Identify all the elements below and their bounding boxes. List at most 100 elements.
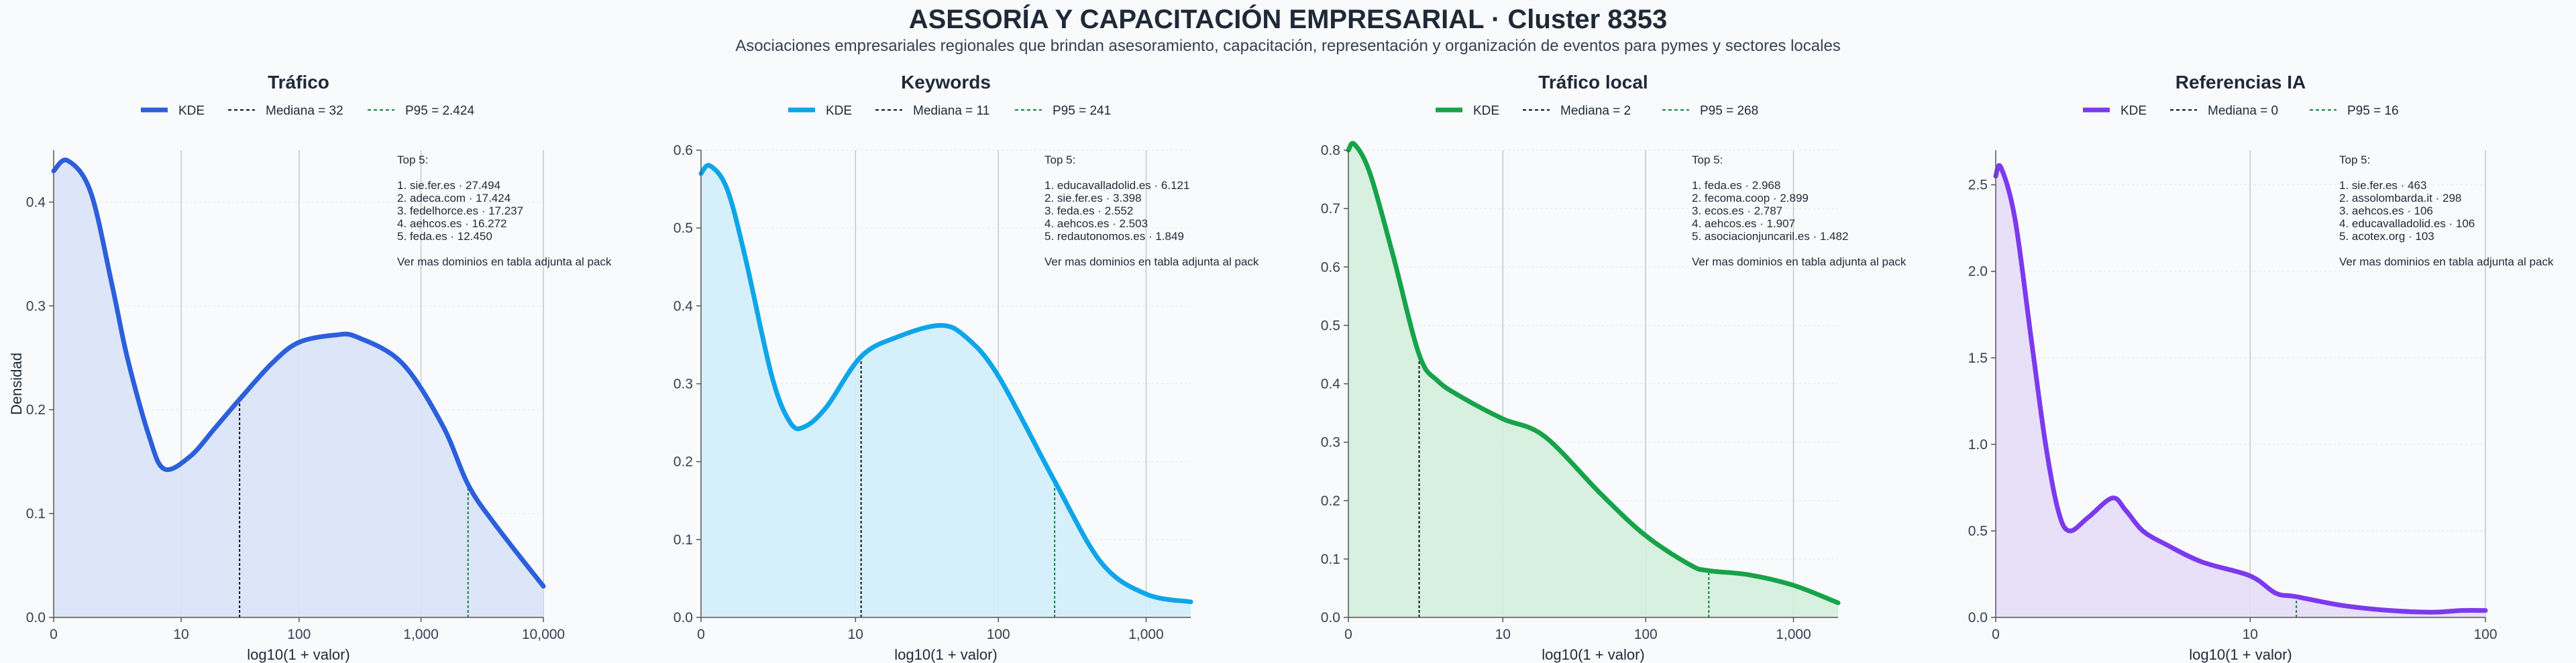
- x-axis-label: log10(1 + valor): [1542, 646, 1644, 663]
- figure-subtitle: Asociaciones empresariales regionales qu…: [735, 37, 1841, 55]
- legend-label-p95: P95 = 241: [1053, 104, 1111, 118]
- y-tick-label: 0.3: [1321, 435, 1340, 450]
- panel-title: Tráfico local: [1538, 72, 1648, 93]
- x-tick-label: 0: [50, 627, 58, 642]
- x-axis-label: log10(1 + valor): [2189, 646, 2292, 663]
- x-tick-label: 10: [2243, 627, 2258, 642]
- y-tick-label: 0.2: [674, 455, 693, 470]
- annotation-item: 1. sie.fer.es · 27.494: [397, 179, 500, 192]
- figure-title: ASESORÍA Y CAPACITACIÓN EMPRESARIAL · Cl…: [909, 3, 1668, 34]
- annotation-item: 2. fecoma.coop · 2.899: [1692, 192, 1809, 204]
- y-tick-label: 2.5: [1968, 178, 1988, 193]
- panel-4: Referencias IA KDE Mediana = 0 P95 = 16 0.0 0…: [1968, 72, 2554, 663]
- annotation-item: 1. sie.fer.es · 463: [2339, 179, 2426, 192]
- annotation-item: 5. acotex.org · 103: [2339, 230, 2434, 243]
- y-tick-label: 1.5: [1968, 351, 1988, 366]
- x-tick-label: 10: [848, 627, 863, 642]
- y-tick-label: 0.0: [1321, 610, 1340, 625]
- annotation-footer: Ver mas dominios en tabla adjunta al pac…: [2339, 255, 2554, 268]
- y-tick-label: 0.4: [1321, 377, 1341, 392]
- kde-area: [1996, 165, 2485, 618]
- annotation-item: 3. aehcos.es · 106: [2339, 204, 2433, 217]
- annotation-title: Top 5:: [1692, 154, 1723, 166]
- annotation-item: 2. assolombarda.it · 298: [2339, 192, 2461, 204]
- y-tick-label: 2.0: [1968, 264, 1988, 280]
- panel-title: Tráfico: [268, 72, 329, 93]
- x-tick-label: 100: [2473, 627, 2497, 642]
- y-tick-label: 0.7: [1321, 201, 1340, 217]
- legend-label-p95: P95 = 2.424: [405, 104, 474, 118]
- legend-label-kde: KDE: [178, 104, 205, 118]
- kde-area: [1348, 143, 1838, 618]
- y-tick-label: 0.5: [1321, 318, 1340, 333]
- annotation-footer: Ver mas dominios en tabla adjunta al pac…: [1692, 255, 1907, 268]
- legend: KDE Mediana = 11 P95 = 241: [788, 104, 1111, 118]
- kde-line: [1346, 141, 1841, 605]
- x-tick-label: 10,000: [522, 627, 565, 642]
- kde-line: [1993, 163, 2488, 615]
- y-axis-label: Densidad: [8, 353, 25, 415]
- annotation-item: 3. feda.es · 2.552: [1044, 204, 1133, 217]
- annotation-item: 1. feda.es · 2.968: [1692, 179, 1780, 192]
- annotation-item: 4. educavalladolid.es · 106: [2339, 217, 2475, 230]
- annotation-title: Top 5:: [1044, 154, 1075, 166]
- y-tick-label: 0.6: [1321, 259, 1340, 275]
- legend-label-median: Mediana = 2: [1560, 104, 1631, 118]
- y-tick-label: 0.2: [1321, 493, 1340, 509]
- annotation-item: 2. sie.fer.es · 3.398: [1044, 192, 1142, 204]
- legend-label-kde: KDE: [2121, 104, 2147, 118]
- y-tick-label: 0.1: [1321, 552, 1340, 567]
- annotation-item: 5. feda.es · 12.450: [397, 230, 492, 243]
- annotation-footer: Ver mas dominios en tabla adjunta al pac…: [1044, 255, 1259, 268]
- panels: Tráfico KDE Mediana = 32 P95 = 2.424 0.0 0.1 0…: [8, 72, 2554, 663]
- x-tick-label: 100: [287, 627, 311, 642]
- x-tick-label: 1,000: [1128, 627, 1164, 642]
- annotation-item: 5. asociacionjuncaril.es · 1.482: [1692, 230, 1848, 243]
- legend-label-median: Mediana = 32: [266, 104, 343, 118]
- y-tick-label: 0.4: [26, 194, 46, 210]
- y-tick-label: 0.6: [674, 143, 693, 158]
- x-axis-label: log10(1 + valor): [894, 646, 997, 663]
- y-tick-label: 0.0: [26, 610, 46, 625]
- x-tick-label: 100: [1634, 627, 1658, 642]
- annotation-item: 4. aehcos.es · 16.272: [397, 217, 507, 230]
- legend-label-kde: KDE: [1473, 104, 1499, 118]
- x-tick-label: 100: [987, 627, 1010, 642]
- y-tick-label: 0.1: [674, 532, 693, 548]
- annotation-item: 2. adeca.com · 17.424: [397, 192, 511, 204]
- y-tick-label: 0.8: [1321, 143, 1340, 158]
- y-tick-label: 0.0: [674, 610, 693, 625]
- panel-1: Tráfico KDE Mediana = 32 P95 = 2.424 0.0 0.1 0…: [8, 72, 612, 663]
- y-tick-label: 0.5: [674, 221, 693, 236]
- annotation-title: Top 5:: [397, 154, 428, 166]
- legend-label-p95: P95 = 268: [1700, 104, 1758, 118]
- legend-label-median: Mediana = 11: [913, 104, 989, 118]
- annotation-item: 3. ecos.es · 2.787: [1692, 204, 1782, 217]
- annotation-title: Top 5:: [2339, 154, 2370, 166]
- x-tick-label: 0: [1344, 627, 1352, 642]
- y-tick-label: 0.4: [674, 298, 694, 314]
- annotation-item: 1. educavalladolid.es · 6.121: [1044, 179, 1189, 192]
- x-tick-label: 1,000: [403, 627, 439, 642]
- y-tick-label: 0.0: [1968, 610, 1988, 625]
- kde-area: [701, 165, 1191, 618]
- annotation-footer: Ver mas dominios en tabla adjunta al pac…: [397, 255, 612, 268]
- y-tick-label: 0.2: [26, 402, 46, 418]
- y-tick-label: 1.0: [1968, 437, 1988, 453]
- legend: KDE Mediana = 32 P95 = 2.424: [141, 104, 474, 118]
- x-tick-label: 10: [173, 627, 189, 642]
- kde-line: [698, 163, 1193, 605]
- annotation-item: 4. aehcos.es · 1.907: [1692, 217, 1795, 230]
- y-tick-label: 0.3: [26, 298, 46, 314]
- kde-area: [54, 160, 543, 617]
- x-tick-label: 10: [1495, 627, 1511, 642]
- legend: KDE Mediana = 2 P95 = 268: [1436, 104, 1758, 118]
- y-tick-label: 0.3: [674, 377, 693, 392]
- panel-title: Referencias IA: [2176, 72, 2306, 93]
- kde-line: [51, 158, 546, 589]
